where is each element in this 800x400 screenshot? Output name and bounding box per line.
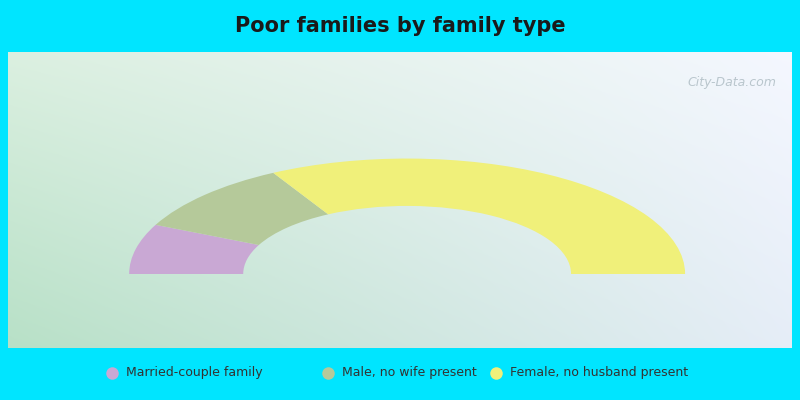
Text: Married-couple family: Married-couple family [126,366,263,380]
Wedge shape [129,225,259,274]
Text: Male, no wife present: Male, no wife present [342,366,477,380]
Text: City-Data.com: City-Data.com [687,76,776,89]
Wedge shape [156,173,328,245]
Wedge shape [274,158,685,274]
Text: Poor families by family type: Poor families by family type [234,16,566,36]
Text: Female, no husband present: Female, no husband present [510,366,689,380]
